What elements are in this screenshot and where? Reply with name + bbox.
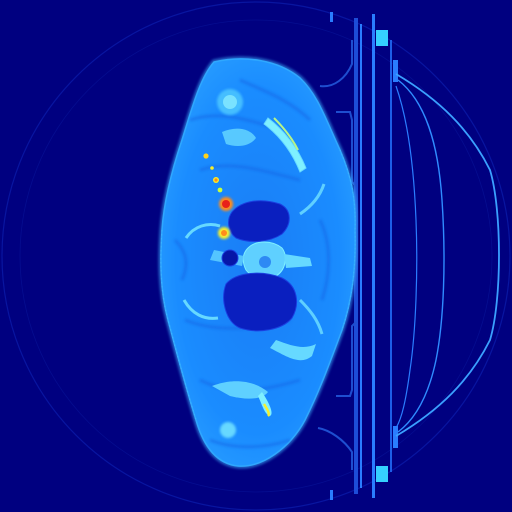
lungs bbox=[221, 200, 298, 332]
coil-shell bbox=[395, 73, 500, 437]
fov-inner-ring bbox=[19, 19, 493, 493]
skin-edge-right bbox=[339, 149, 356, 331]
contrast-hotspots bbox=[203, 153, 233, 239]
skin-edge bbox=[160, 229, 197, 421]
